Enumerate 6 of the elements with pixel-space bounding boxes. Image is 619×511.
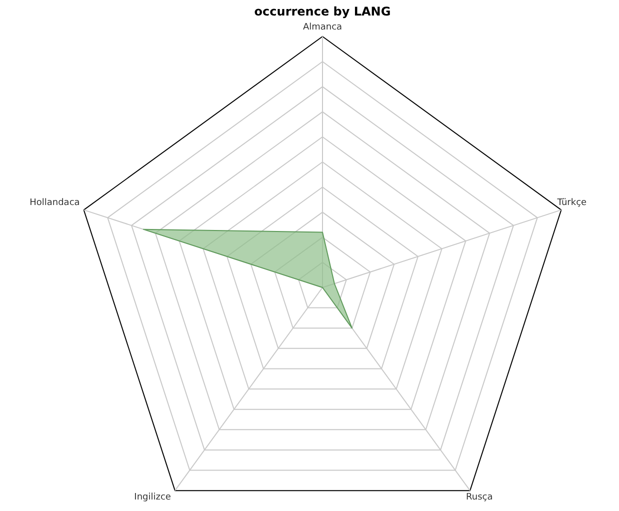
spoke-label: Rusça xyxy=(466,492,493,503)
spoke-label: Almanca xyxy=(302,22,342,32)
spoke-label: Ingilizce xyxy=(134,492,172,503)
spoke-label: Türkçe xyxy=(556,198,588,208)
chart-title: occurrence by LANG xyxy=(254,4,391,18)
spoke-label: Hollandaca xyxy=(30,198,80,208)
